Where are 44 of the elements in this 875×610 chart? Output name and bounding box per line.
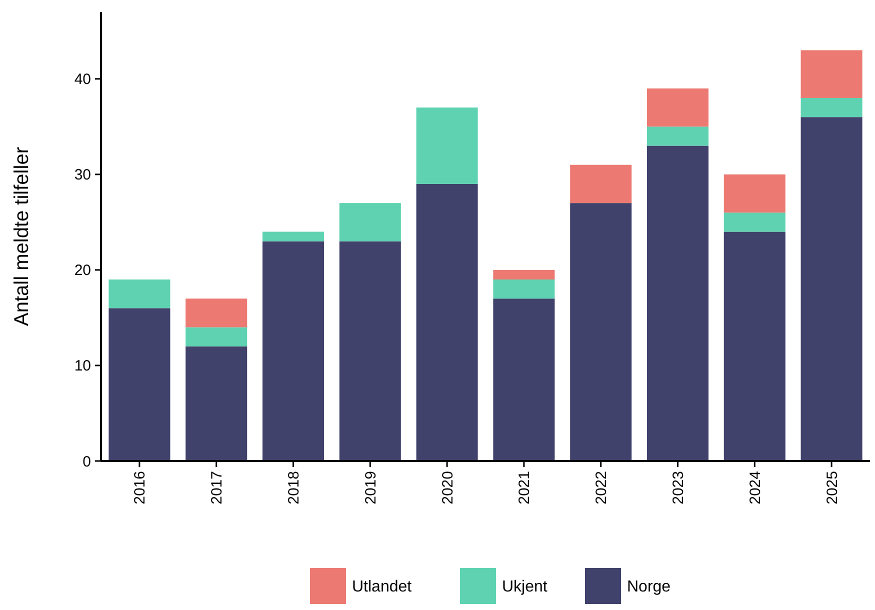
x-tick-label: 2025 — [824, 471, 841, 504]
bar — [724, 232, 786, 461]
x-tick-label: 2017 — [208, 471, 226, 504]
bar — [339, 241, 401, 461]
bar — [800, 98, 862, 118]
bar — [570, 164, 632, 204]
bar — [262, 241, 324, 461]
x-tick-label: 2020 — [439, 471, 456, 504]
x-tick-label: 2019 — [362, 471, 380, 504]
bar — [493, 279, 555, 299]
bar — [570, 203, 632, 461]
legend-label: Norge — [627, 578, 671, 596]
bar — [416, 108, 478, 184]
bar — [108, 279, 170, 308]
bar — [800, 50, 862, 98]
legend-label: Utlandet — [352, 578, 412, 596]
x-tick-label: 2023 — [670, 471, 687, 504]
legend-label: Ukjent — [502, 578, 548, 596]
bar — [186, 346, 248, 461]
x-tick-label: 2018 — [286, 471, 302, 504]
bar — [493, 298, 555, 461]
bar — [339, 203, 401, 242]
y-tick-label: 40 — [74, 71, 91, 88]
x-tick-label: 2021 — [516, 471, 534, 504]
y-tick-label: 10 — [74, 358, 91, 375]
bar — [493, 270, 555, 280]
bar — [262, 232, 324, 242]
x-tick-label: 2022 — [593, 471, 610, 504]
bar — [416, 184, 478, 461]
bar — [800, 117, 862, 461]
x-tick-label: 2016 — [132, 471, 149, 504]
bar — [108, 308, 170, 461]
y-tick-label: 0 — [82, 453, 91, 470]
bar — [646, 88, 709, 127]
bar — [646, 126, 709, 146]
bar — [646, 146, 709, 461]
y-tick-label: 30 — [74, 166, 91, 184]
bar — [724, 212, 786, 232]
bar — [724, 174, 786, 213]
x-tick-label: 2024 — [746, 471, 764, 504]
bar — [186, 298, 248, 328]
bar — [186, 327, 248, 346]
y-tick-label: 20 — [74, 262, 91, 280]
y-axis-title: Antall meldte tilfeller — [11, 146, 33, 326]
